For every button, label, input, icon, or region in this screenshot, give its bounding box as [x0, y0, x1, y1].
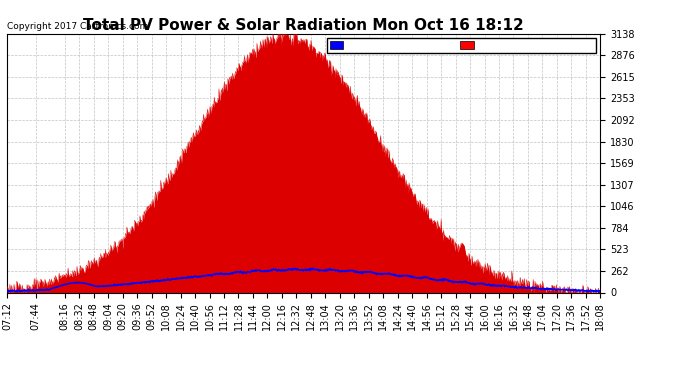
Text: Copyright 2017 Cartronics.com: Copyright 2017 Cartronics.com — [7, 22, 148, 31]
Legend: Radiation  (W/m2), PV Panels  (DC Watts): Radiation (W/m2), PV Panels (DC Watts) — [327, 38, 595, 53]
Title: Total PV Power & Solar Radiation Mon Oct 16 18:12: Total PV Power & Solar Radiation Mon Oct… — [83, 18, 524, 33]
